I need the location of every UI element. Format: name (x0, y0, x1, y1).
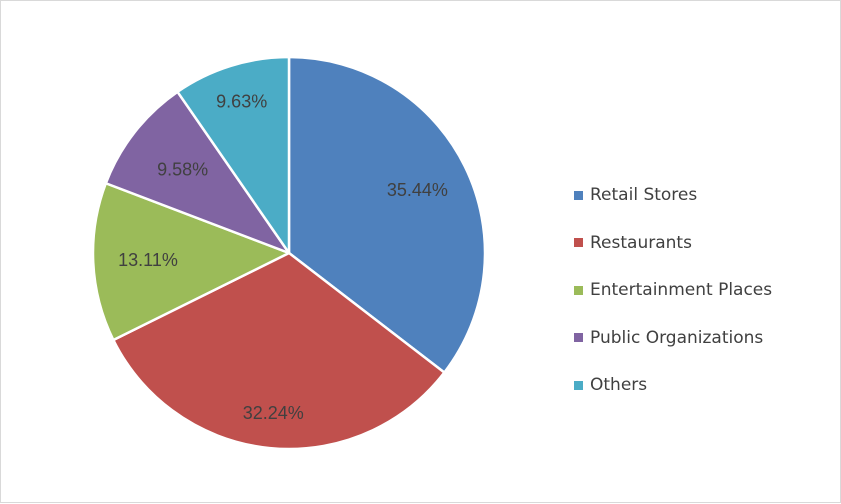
pie-slice-others (176, 55, 291, 255)
data-label-others: 9.63% (216, 92, 267, 112)
legend-item-retail-stores: Retail Stores (574, 183, 772, 207)
data-label-restaurants: 32.24% (243, 403, 304, 423)
legend-swatch-entertainment-places (574, 285, 583, 295)
legend-item-public-organizations: Public Organizations (574, 326, 772, 350)
legend-label-others: Others (590, 375, 648, 395)
data-label-entertainment-places: 13.11% (118, 250, 178, 270)
data-label-retail-stores: 35.44% (387, 180, 448, 200)
legend-label-restaurants: Restaurants (590, 232, 692, 253)
legend-label-entertainment-places: Entertainment Places (590, 280, 773, 300)
pie-slice-entertainment-places (91, 182, 291, 342)
chart-legend: Retail Stores Restaurants Entertainment … (574, 183, 772, 421)
pie-data-labels: 35.44% 32.24% 13.11% 9.58% 9.63% (118, 92, 448, 423)
legend-item-restaurants: Restaurants (574, 231, 772, 255)
legend-swatch-others (574, 380, 583, 390)
legend-swatch-retail-stores (574, 190, 583, 200)
legend-swatch-public-organizations (574, 333, 583, 342)
legend-label-retail-stores: Retail Stores (590, 185, 698, 205)
data-label-public-organizations: 9.58% (157, 160, 208, 180)
pie-slice-restaurants (112, 251, 446, 451)
pie-slice-retail-stores (287, 55, 487, 374)
legend-item-entertainment-places: Entertainment Places (574, 278, 772, 302)
legend-label-public-organizations: Public Organizations (590, 327, 764, 348)
pie-slice-public-organizations (104, 90, 291, 255)
pie-slices (91, 55, 487, 451)
legend-swatch-restaurants (574, 238, 583, 247)
legend-item-others: Others (574, 373, 772, 397)
